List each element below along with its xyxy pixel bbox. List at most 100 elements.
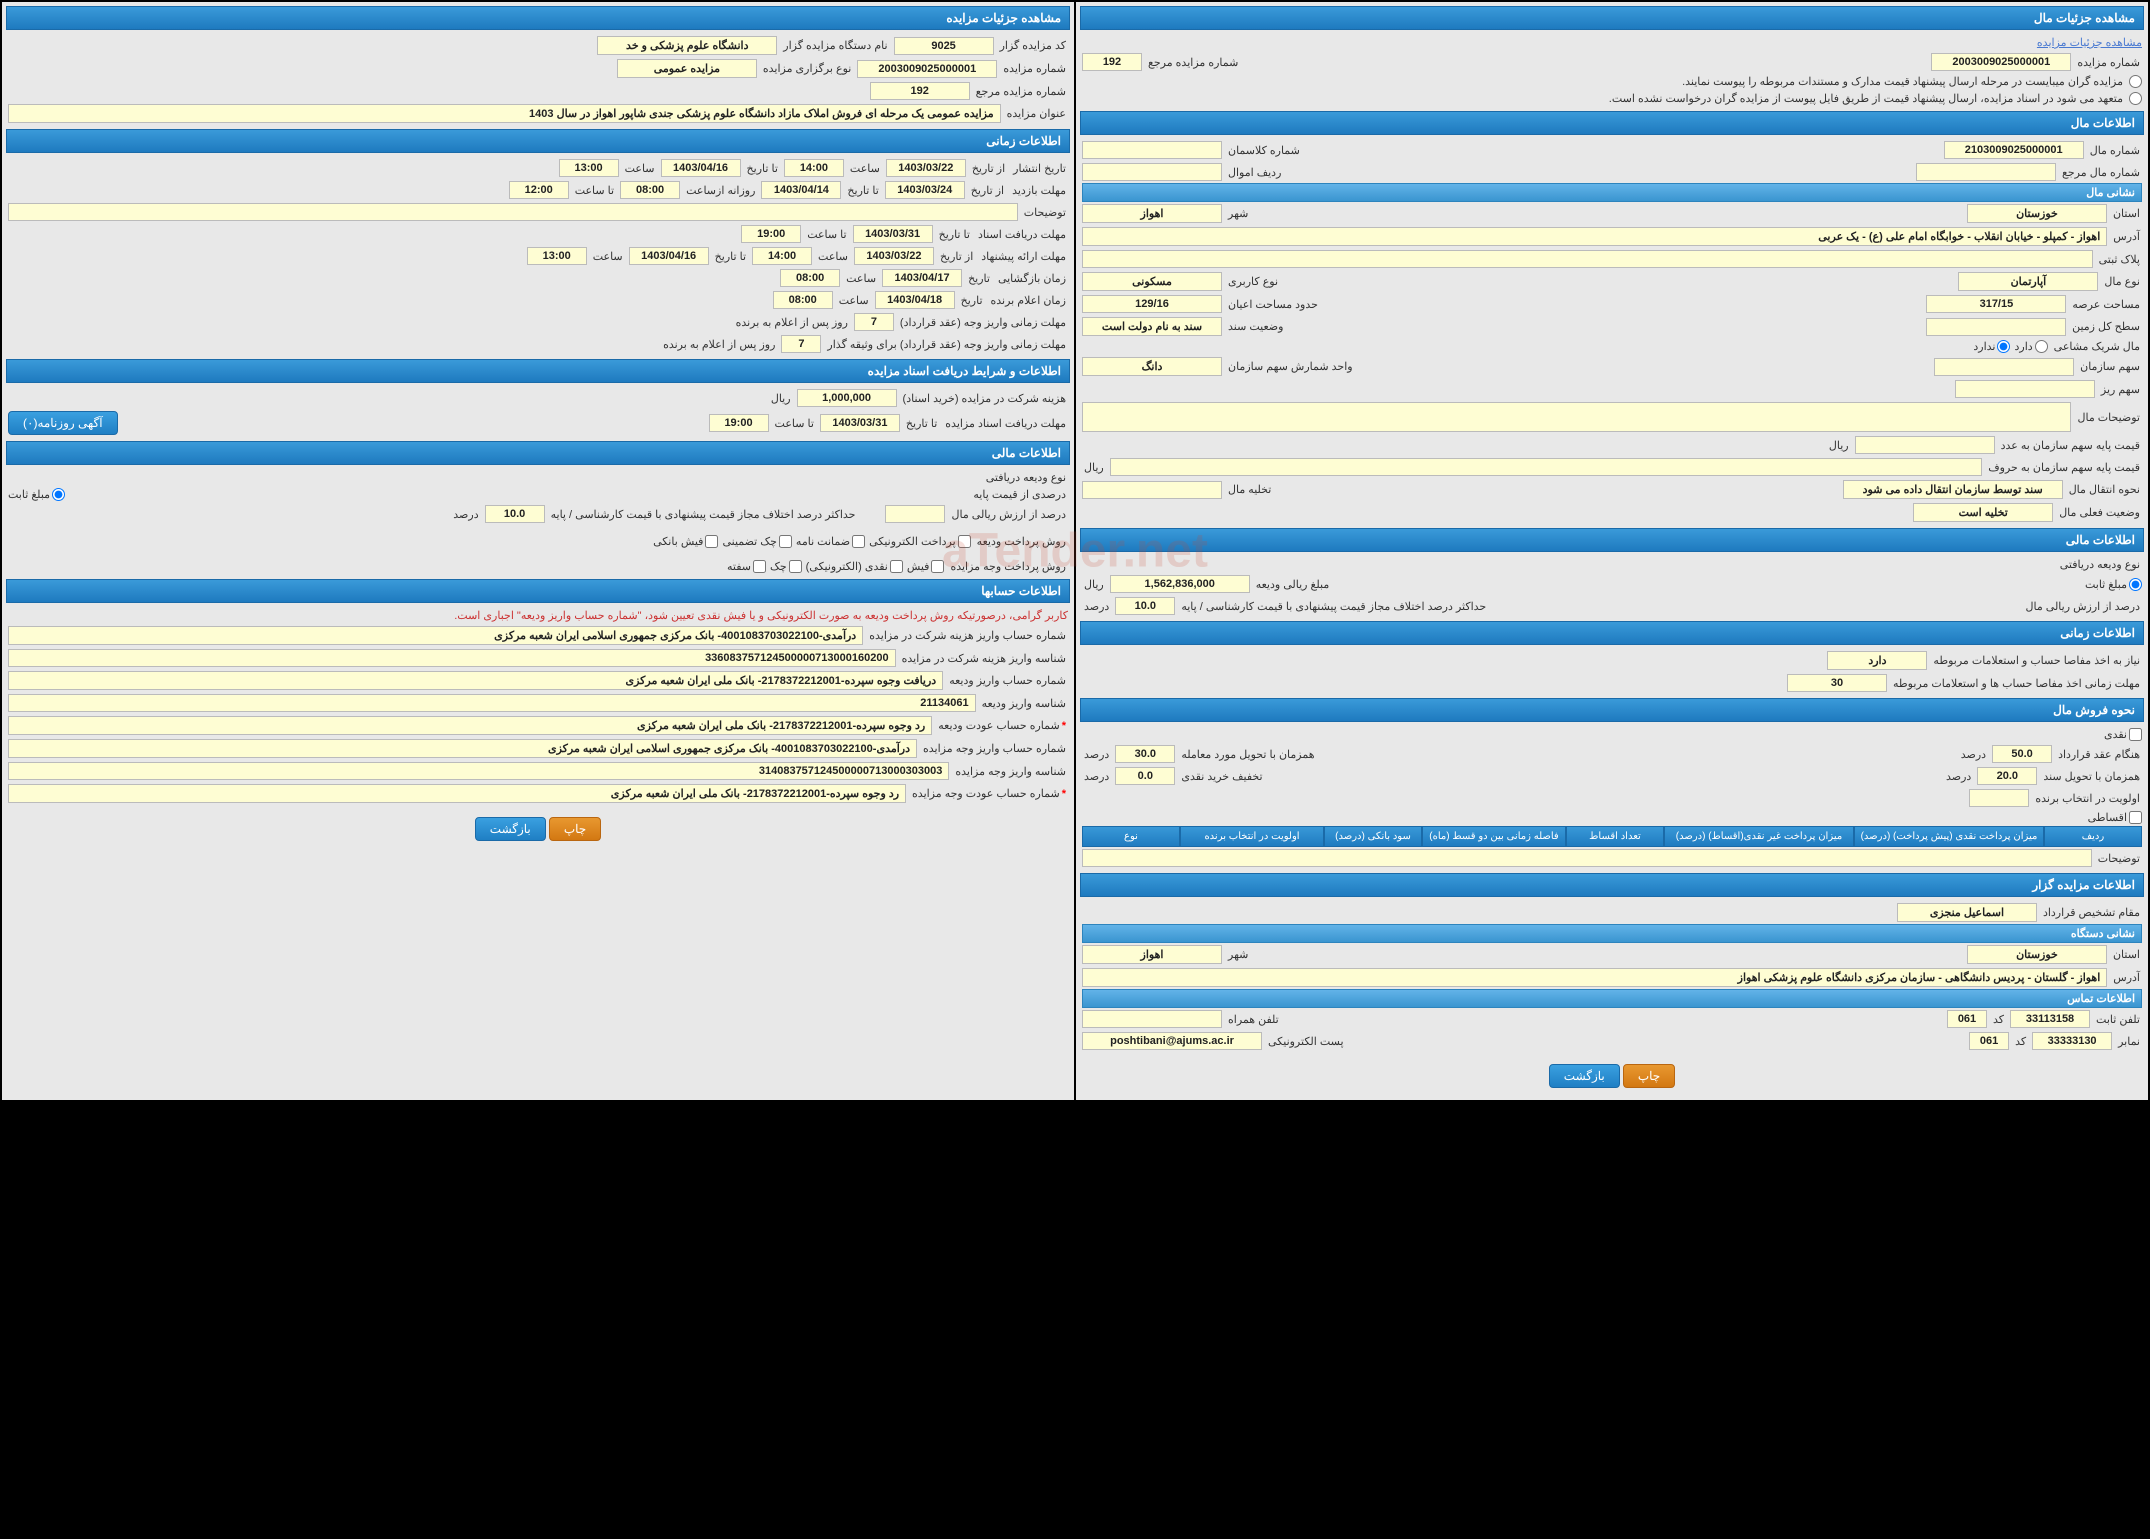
fld: 336083757124500000713000160200 — [8, 649, 896, 667]
cb-bankslip[interactable]: فیش بانکی — [653, 535, 718, 548]
sec-header-doc-conditions: اطلاعات و شرایط دریافت اسناد مزایده — [6, 359, 1070, 383]
th: میزان پرداخت غیر نقدی(اقساط) (درصد) — [1664, 826, 1854, 847]
radio-has[interactable]: دارد — [2014, 340, 2047, 353]
installment-table-header: ردیف میزان پرداخت نقدی (پیش پرداخت) (درص… — [1082, 826, 2142, 847]
cb-installment[interactable]: اقساطی — [2088, 811, 2142, 824]
radio-fixed[interactable]: مبلغ ثابت — [8, 488, 65, 501]
lbl: شماره مزایده — [2075, 56, 2142, 69]
fld — [1955, 380, 2095, 398]
lbl: روش پرداخت وجه مزایده — [948, 560, 1068, 573]
right-pane: مشاهده جزئیات مزایده کد مزایده گزار 9025… — [2, 2, 1074, 1100]
cb-cash-elec[interactable]: نقدی (الکترونیکی) — [806, 560, 903, 573]
fld-ref-no: 192 — [870, 82, 970, 100]
fld: 1403/04/14 — [761, 181, 841, 199]
lbl: مهلت بازدید — [1010, 184, 1068, 197]
fld: رد وجوه سپرده-2178372212001- بانک ملی ای… — [8, 716, 932, 735]
fld: 13:00 — [527, 247, 587, 265]
cb-slip[interactable]: فیش — [907, 560, 945, 573]
sec-header-financial: اطلاعات مالی — [6, 441, 1070, 465]
fld-type: مزایده عمومی — [617, 59, 757, 78]
lbl: تلفن ثابت — [2094, 1013, 2142, 1026]
lbl: از تاریخ — [970, 162, 1007, 175]
lbl: ریال — [769, 392, 793, 405]
fld: 21134061 — [8, 694, 976, 712]
lbl-auction-no: شماره مزایده — [1001, 62, 1068, 75]
cb-cash[interactable]: نقدی — [2104, 728, 2142, 741]
fld: 19:00 — [709, 414, 769, 432]
th: نوع — [1082, 826, 1180, 847]
lbl-ref-no: شماره مزایده مرجع — [974, 85, 1068, 98]
lbl: سطح کل زمین — [2070, 320, 2142, 333]
fld: دانگ — [1082, 357, 1222, 376]
fld: 08:00 — [773, 291, 833, 309]
lbl: درصد — [1082, 770, 1111, 783]
lbl: سهم ریز — [2099, 383, 2142, 396]
lbl: زمان بازگشایی — [996, 272, 1068, 285]
lbl: تخلیه مال — [1226, 483, 1273, 496]
left-pane: مشاهده جزئیات مال مشاهده جزئیات مزایده ش… — [1076, 2, 2148, 1100]
fld-org: دانشگاه علوم پزشکی و خد — [597, 36, 777, 55]
lbl: مساحت عرصه — [2070, 298, 2142, 311]
lbl: استان — [2111, 207, 2142, 220]
view-auction-link[interactable]: مشاهده جزئیات مزایده — [2037, 36, 2142, 49]
lbl: شماره مال — [2088, 144, 2142, 157]
fld: دارد — [1827, 651, 1927, 670]
fld: 19:00 — [741, 225, 801, 243]
lbl: تا تاریخ — [937, 228, 972, 241]
back-btn-left[interactable]: بازگشت — [1549, 1064, 1620, 1088]
fld — [8, 203, 1018, 221]
fld — [1082, 1010, 1222, 1028]
lbl: مبلغ ریالی ودیعه — [1254, 578, 1332, 591]
back-btn[interactable]: بازگشت — [475, 817, 546, 841]
radio-note2[interactable] — [2129, 92, 2142, 105]
fld: مسکونی — [1082, 272, 1222, 291]
lbl: وضعیت فعلی مال — [2057, 506, 2142, 519]
fld: خوزستان — [1967, 945, 2107, 964]
lbl: درصد — [1959, 748, 1988, 761]
fld: 1403/04/16 — [661, 159, 741, 177]
lbl: هزینه شرکت در مزایده (خرید اسناد) — [901, 392, 1068, 405]
lbl: شناسه واریز ودیعه — [980, 697, 1068, 710]
lbl: تا ساعت — [573, 184, 616, 197]
fld: 192 — [1082, 53, 1142, 71]
fld: 061 — [1947, 1010, 1987, 1028]
lbl: ریال — [1082, 461, 1106, 474]
cb-guarantee[interactable]: ضمانت نامه — [796, 535, 865, 548]
lbl: مهلت دریافت اسناد — [976, 228, 1068, 241]
cb-electronic[interactable]: پرداخت الکترونیکی — [869, 535, 971, 548]
lbl: ساعت — [844, 272, 878, 285]
newspaper-btn[interactable]: آگهی روزنامه(۰) — [8, 411, 118, 435]
th: میزان پرداخت نقدی (پیش پرداخت) (درصد) — [1854, 826, 2044, 847]
lbl: درصد — [1082, 600, 1111, 613]
print-btn[interactable]: چاپ — [549, 817, 601, 841]
cb-safteh[interactable]: سفته — [727, 560, 766, 573]
sec-header-time: اطلاعات زمانی — [6, 129, 1070, 153]
lbl: ردیف اموال — [1226, 166, 1283, 179]
lbl: توضیحات — [2096, 852, 2142, 865]
lbl: ساعت — [591, 250, 625, 263]
fld: 061 — [1969, 1032, 2009, 1050]
sec-header-auction-details: مشاهده جزئیات مزایده — [6, 6, 1070, 30]
lbl: توضیحات مال — [2075, 411, 2142, 424]
lbl: روز پس از اعلام به برنده — [661, 338, 777, 351]
fld: اهواز — [1082, 204, 1222, 223]
radio-fixed-left[interactable]: مبلغ ثابت — [2085, 578, 2142, 591]
lbl: مال شریک مشاعی — [2052, 340, 2142, 353]
lbl: نوع مال — [2102, 275, 2142, 288]
lbl: ساعت — [837, 294, 871, 307]
fld: 20.0 — [1977, 767, 2037, 785]
lbl: شماره حساب عودت وجه مزایده — [910, 787, 1068, 800]
fld: تخلیه است — [1913, 503, 2053, 522]
radio-no[interactable]: ندارد — [1973, 340, 2010, 353]
lbl: کد — [2013, 1035, 2028, 1048]
lbl: شماره مزایده مرجع — [1146, 56, 1240, 69]
lbl: تا تاریخ — [745, 162, 780, 175]
fld: سند توسط سازمان انتقال داده می شود — [1843, 480, 2063, 499]
lbl: ریال — [1082, 578, 1106, 591]
cb-check[interactable]: چک تضمینی — [722, 535, 791, 548]
lbl: از تاریخ — [938, 250, 975, 263]
fld: اهواز - کمپلو - خیابان انقلاب - خوابگاه … — [1082, 227, 2107, 246]
radio-note1[interactable] — [2129, 75, 2142, 88]
cb-cheque[interactable]: چک — [770, 560, 802, 573]
print-btn-left[interactable]: چاپ — [1623, 1064, 1675, 1088]
